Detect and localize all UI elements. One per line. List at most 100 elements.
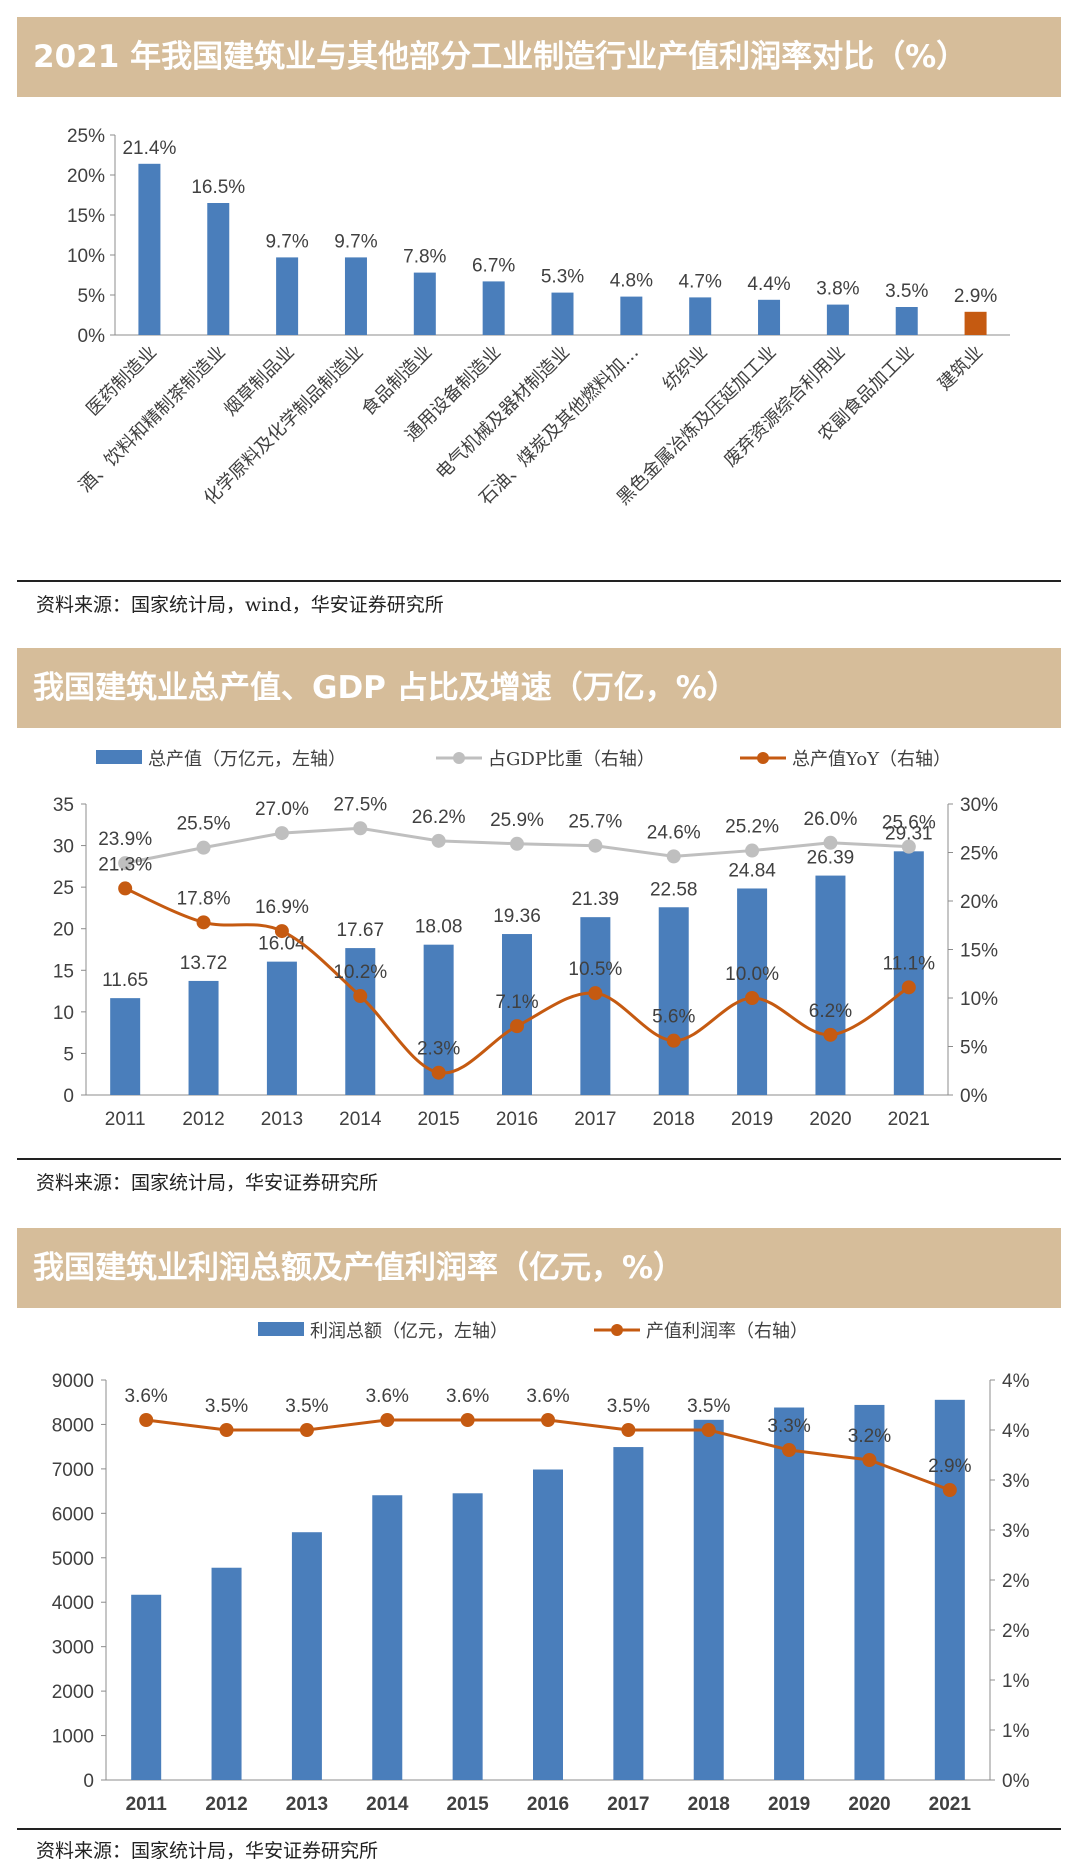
chart2-y-tick-label-left: 20 — [53, 920, 74, 941]
chart2-y-tick-label-right: 25% — [960, 844, 998, 865]
chart1-svg: 0%5%10%15%20%25%21.4%医药制造业16.5%酒、饮料和精制茶制… — [67, 126, 1010, 509]
chart2-point-label: 25.5% — [177, 814, 231, 835]
chart3-bar — [291, 1532, 322, 1780]
chart1-data-label: 5.3% — [541, 267, 584, 288]
chart2-y-tick-label-left: 30 — [53, 837, 74, 858]
chart3-x-tick-label: 2012 — [205, 1794, 247, 1815]
chart3-series-point — [299, 1423, 314, 1437]
chart3-svg: 0 1000 2000 3000 4000 5000 6000 7000 8000 9000 0% 1… — [52, 1321, 1030, 1815]
chart2-series-point — [353, 821, 368, 836]
chart2-bar-label: 11.65 — [102, 970, 148, 991]
chart2-x-tick-label: 2019 — [731, 1109, 773, 1130]
chart3-legend-label: 产值利润率（右轴） — [646, 1321, 808, 1342]
chart1-data-label: 6.7% — [472, 255, 515, 276]
chart3-y-tick-label-left: 0 — [83, 1771, 94, 1792]
chart3-series-point — [460, 1413, 475, 1427]
chart3-x-tick-label: 2017 — [607, 1794, 649, 1815]
chart2-point-label: 2.3% — [417, 1039, 460, 1060]
chart2-x-tick-label: 2014 — [339, 1109, 382, 1130]
chart2-point-label: 11.1% — [883, 953, 936, 974]
chart2-bar-label: 22.58 — [650, 879, 698, 900]
chart3-y-tick-label-left: 3000 — [52, 1638, 94, 1659]
chart1-data-label: 16.5% — [191, 177, 245, 198]
chart2-x-tick-label: 2011 — [105, 1109, 146, 1130]
chart2-bar-label: 24.84 — [728, 860, 776, 881]
chart1-y-tick-label: 20% — [67, 166, 105, 187]
chart2-series-point — [431, 1065, 446, 1080]
chart2-bar-label: 19.36 — [493, 906, 541, 927]
chart3-point-label: 3.6% — [446, 1386, 489, 1407]
chart3-legend-label: 利润总额（亿元，左轴） — [310, 1321, 508, 1342]
chart2-bar — [110, 998, 141, 1095]
chart2-series-point — [745, 991, 760, 1005]
chart2-series-point — [196, 840, 211, 855]
chart2-series-point — [588, 838, 603, 853]
chart3-series-point — [541, 1413, 555, 1427]
chart1-bar — [964, 311, 987, 335]
chart1-data-label: 4.8% — [610, 271, 653, 292]
chart3-point-label: 3.5% — [607, 1396, 650, 1417]
chart3-source: 资料来源：国家统计局，华安证券研究所 — [36, 1840, 379, 1862]
chart2-point-label: 27.0% — [255, 799, 309, 820]
chart3-legend-swatch-marker — [611, 1324, 623, 1336]
chart2-series-point — [510, 836, 524, 851]
chart3-bar — [452, 1493, 483, 1780]
chart2-bar — [815, 875, 846, 1095]
chart3-y-tick-label-right: 2% — [1002, 1571, 1030, 1592]
chart3-y-tick-label-left: 5000 — [52, 1549, 94, 1570]
chart2-bar — [658, 907, 689, 1095]
chart2-y-tick-label-left: 5 — [63, 1044, 74, 1065]
chart2-point-label: 10.0% — [725, 964, 779, 985]
chart2-series-point — [901, 980, 916, 995]
chart2-point-label: 27.5% — [333, 794, 387, 815]
chart2-y-tick-label-right: 20% — [960, 892, 998, 913]
chart1-y-tick-label: 25% — [67, 126, 105, 147]
chart2-bar-label: 26.39 — [807, 848, 855, 869]
chart3-point-label: 2.9% — [928, 1456, 971, 1477]
chart1-x-tick-label: 建筑业 — [934, 342, 987, 395]
chart2-point-label: 26.2% — [412, 807, 466, 828]
chart3-y-tick-label-left: 2000 — [52, 1682, 94, 1703]
chart2-x-tick-label: 2017 — [574, 1109, 616, 1130]
chart3-point-label: 3.5% — [687, 1396, 730, 1417]
chart2-point-label: 6.2% — [809, 1001, 852, 1022]
chart2-series-point — [196, 915, 211, 930]
chart2-point-label: 21.3% — [98, 854, 152, 875]
chart2-title: 我国建筑业总产值、GDP 占比及增速（万亿，%） — [17, 648, 1061, 728]
chart3-series-point — [862, 1453, 877, 1467]
chart2-series-point — [431, 833, 446, 848]
chart2-series-point — [588, 986, 603, 1001]
chart1-bar — [413, 272, 436, 335]
chart1-bar — [276, 257, 299, 335]
chart2-source-rule — [17, 1158, 1061, 1160]
chart1-bar — [620, 296, 643, 335]
chart2-series-point — [118, 856, 133, 871]
chart3-series-point — [942, 1483, 957, 1497]
chart1-data-label: 4.7% — [679, 271, 722, 292]
chart3-y-tick-label-right: 0% — [1002, 1771, 1030, 1792]
chart2-bar-label: 17.67 — [336, 920, 384, 941]
chart3-y-tick-label-left: 4000 — [52, 1593, 94, 1614]
chart2-x-tick-label: 2021 — [888, 1109, 930, 1130]
chart2-legend-swatch-marker — [453, 752, 465, 764]
chart2-bar — [502, 934, 532, 1095]
chart2-y-tick-label-left: 0 — [63, 1086, 74, 1107]
chart3-bar — [211, 1567, 242, 1780]
chart2-legend-label: 总产值YoY（右轴） — [792, 749, 951, 770]
chart3-x-tick-label: 2015 — [446, 1794, 489, 1815]
chart3-point-label: 3.5% — [205, 1396, 248, 1417]
chart3-point-label: 3.2% — [848, 1426, 891, 1447]
chart2-point-label: 25.9% — [490, 810, 544, 831]
chart2-series-point — [274, 826, 289, 841]
chart2-y-tick-label-right: 30% — [960, 795, 998, 816]
chart3-bar — [854, 1404, 885, 1780]
chart3-point-label: 3.3% — [767, 1416, 810, 1437]
chart3-y-tick-label-right: 4% — [1002, 1371, 1030, 1392]
chart1-y-tick-label: 0% — [78, 326, 106, 347]
chart3-y-tick-label-right: 1% — [1002, 1671, 1030, 1692]
chart2-point-label: 10.2% — [333, 962, 387, 983]
chart1-bar — [344, 257, 367, 335]
chart2-point-label: 25.6% — [882, 813, 936, 834]
chart2-series-point — [666, 849, 681, 864]
chart3-x-tick-label: 2018 — [688, 1794, 730, 1815]
